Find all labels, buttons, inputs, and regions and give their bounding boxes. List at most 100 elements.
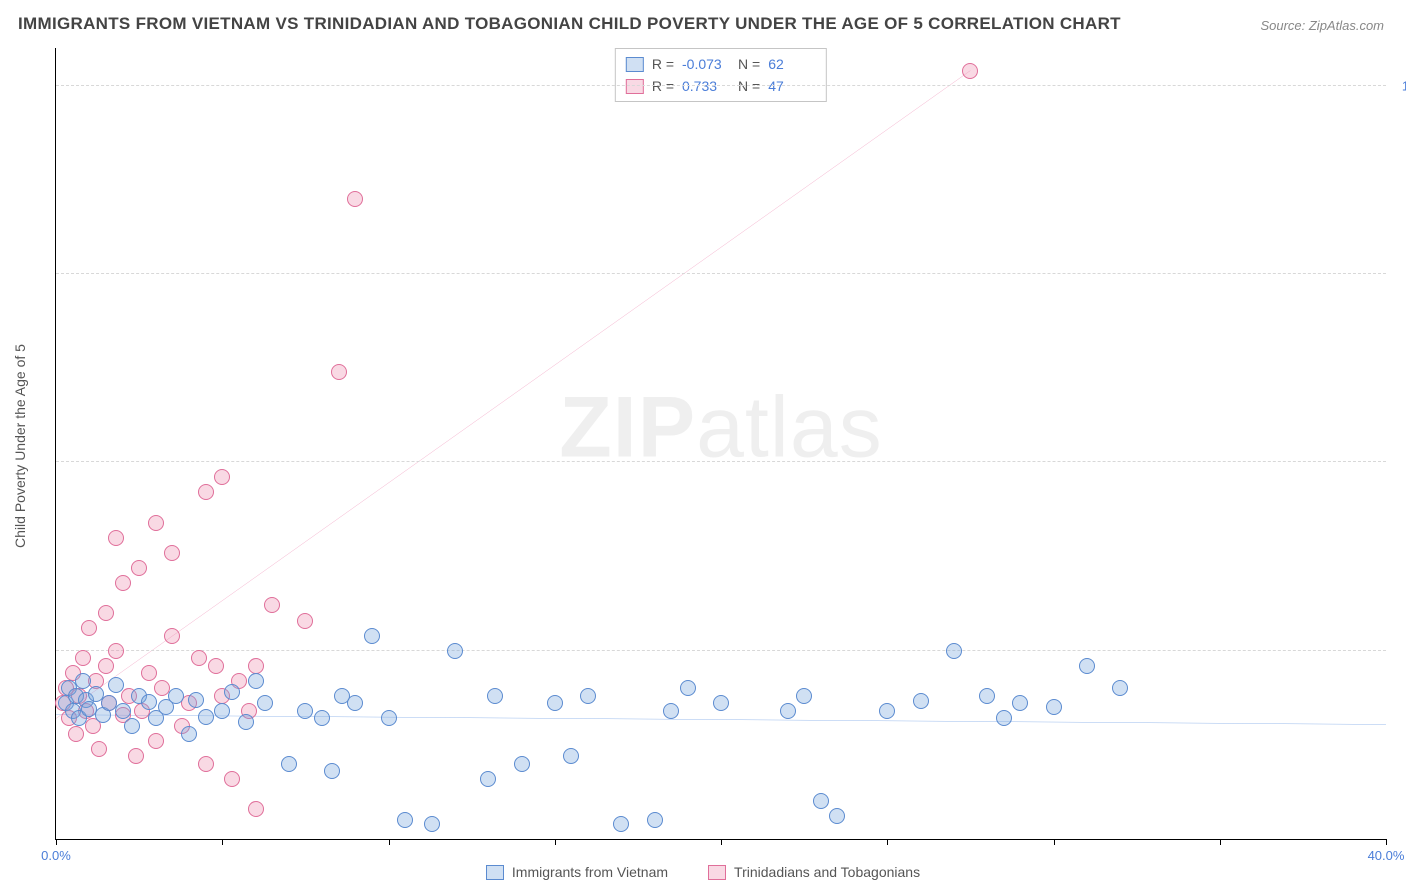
bottom-legend: Immigrants from Vietnam Trinidadians and… — [0, 864, 1406, 880]
legend-swatch-vietnam — [486, 865, 504, 880]
data-point — [224, 771, 240, 787]
x-tick-label: 0.0% — [41, 848, 71, 863]
data-point — [248, 658, 264, 674]
data-point — [796, 688, 812, 704]
x-tick-label: 40.0% — [1368, 848, 1405, 863]
x-tick — [887, 839, 888, 845]
data-point — [148, 733, 164, 749]
r-label: R = — [652, 53, 674, 75]
stats-row-vietnam: R = -0.073 N = 62 — [626, 53, 816, 75]
x-tick — [389, 839, 390, 845]
data-point — [191, 650, 207, 666]
x-tick — [1220, 839, 1221, 845]
data-point — [1012, 695, 1028, 711]
data-point — [148, 515, 164, 531]
trend-line — [56, 71, 970, 719]
grid-line — [56, 273, 1386, 274]
data-point — [81, 620, 97, 636]
data-point — [188, 692, 204, 708]
legend-label-vietnam: Immigrants from Vietnam — [512, 864, 668, 880]
data-point — [124, 718, 140, 734]
data-point — [75, 673, 91, 689]
data-point — [514, 756, 530, 772]
legend-label-trinidad: Trinidadians and Tobagonians — [734, 864, 920, 880]
data-point — [214, 469, 230, 485]
swatch-vietnam — [626, 57, 644, 72]
data-point — [68, 726, 84, 742]
y-tick-label: 25.0% — [1391, 643, 1406, 658]
legend-item-vietnam: Immigrants from Vietnam — [486, 864, 668, 880]
y-tick-label: 75.0% — [1391, 267, 1406, 282]
data-point — [331, 364, 347, 380]
source-attribution: Source: ZipAtlas.com — [1260, 18, 1384, 33]
grid-line — [56, 85, 1386, 86]
plot-area: ZIPatlas R = -0.073 N = 62 R = 0.733 N =… — [55, 48, 1386, 840]
data-point — [141, 665, 157, 681]
data-point — [1046, 699, 1062, 715]
legend-swatch-trinidad — [708, 865, 726, 880]
data-point — [181, 726, 197, 742]
data-point — [547, 695, 563, 711]
data-point — [115, 575, 131, 591]
data-point — [424, 816, 440, 832]
data-point — [281, 756, 297, 772]
data-point — [647, 812, 663, 828]
data-point — [680, 680, 696, 696]
n-value-trinidad: 47 — [768, 75, 816, 97]
data-point — [580, 688, 596, 704]
data-point — [946, 643, 962, 659]
data-point — [164, 545, 180, 561]
data-point — [1112, 680, 1128, 696]
x-tick — [222, 839, 223, 845]
data-point — [208, 658, 224, 674]
stats-row-trinidad: R = 0.733 N = 47 — [626, 75, 816, 97]
data-point — [115, 703, 131, 719]
data-point — [248, 673, 264, 689]
y-axis-title: Child Poverty Under the Age of 5 — [12, 344, 28, 548]
x-tick — [1054, 839, 1055, 845]
data-point — [198, 484, 214, 500]
x-tick — [1386, 839, 1387, 845]
swatch-trinidad — [626, 79, 644, 94]
data-point — [198, 709, 214, 725]
data-point — [314, 710, 330, 726]
data-point — [347, 191, 363, 207]
data-point — [141, 694, 157, 710]
data-point — [257, 695, 273, 711]
n-label: N = — [738, 53, 760, 75]
x-tick — [56, 839, 57, 845]
x-tick — [721, 839, 722, 845]
data-point — [98, 658, 114, 674]
data-point — [75, 650, 91, 666]
y-tick-label: 50.0% — [1391, 455, 1406, 470]
data-point — [108, 643, 124, 659]
y-tick-label: 100.0% — [1391, 78, 1406, 93]
data-point — [128, 748, 144, 764]
data-point — [480, 771, 496, 787]
data-point — [347, 695, 363, 711]
chart-container: IMMIGRANTS FROM VIETNAM VS TRINIDADIAN A… — [0, 0, 1406, 892]
n-value-vietnam: 62 — [768, 53, 816, 75]
data-point — [879, 703, 895, 719]
data-point — [1079, 658, 1095, 674]
data-point — [563, 748, 579, 764]
data-point — [168, 688, 184, 704]
data-point — [447, 643, 463, 659]
data-point — [962, 63, 978, 79]
data-point — [487, 688, 503, 704]
data-point — [996, 710, 1012, 726]
data-point — [91, 741, 107, 757]
data-point — [224, 684, 240, 700]
data-point — [381, 710, 397, 726]
data-point — [780, 703, 796, 719]
data-point — [397, 812, 413, 828]
grid-line — [56, 650, 1386, 651]
data-point — [813, 793, 829, 809]
data-point — [108, 530, 124, 546]
data-point — [264, 597, 280, 613]
legend-item-trinidad: Trinidadians and Tobagonians — [708, 864, 920, 880]
data-point — [108, 677, 124, 693]
r-value-vietnam: -0.073 — [682, 53, 730, 75]
stats-legend-box: R = -0.073 N = 62 R = 0.733 N = 47 — [615, 48, 827, 102]
data-point — [979, 688, 995, 704]
